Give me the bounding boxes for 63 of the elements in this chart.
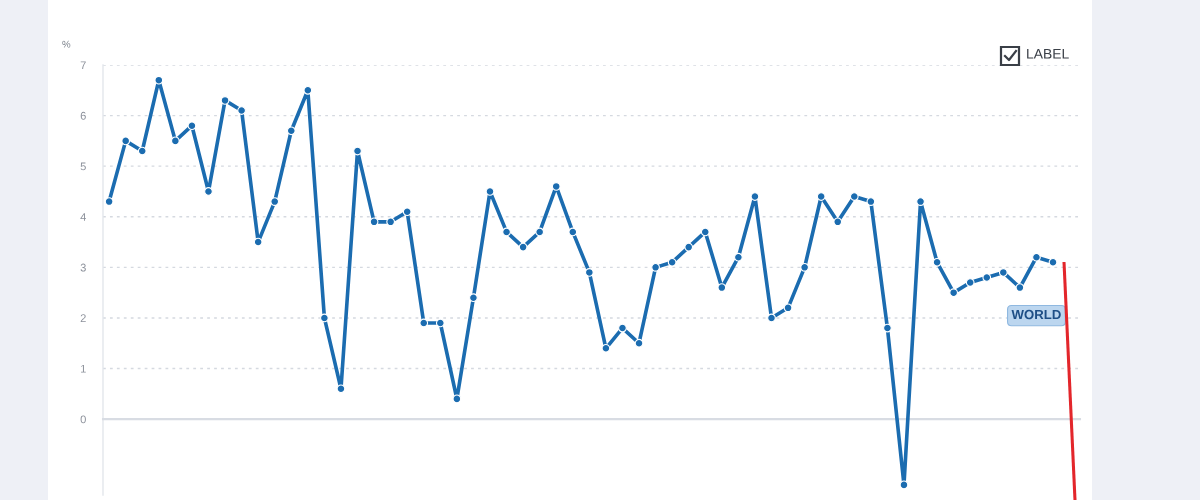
point [783,303,793,313]
point [717,283,727,292]
point [286,126,296,136]
point [303,85,313,95]
point [137,146,147,156]
point [253,237,263,247]
point [535,227,545,237]
point [485,187,495,196]
point [1015,283,1025,292]
point [187,121,197,131]
point [154,75,164,85]
point [883,323,892,333]
point [667,257,677,267]
point [170,136,180,146]
point [965,278,975,287]
y-tick-label: 7 [80,61,86,70]
point [402,207,412,217]
point [684,242,694,252]
point [601,343,611,353]
y-tick-label: 6 [80,111,86,120]
y-tick-label: 5 [80,162,86,171]
point [734,252,743,262]
point [618,323,627,333]
point [419,318,429,328]
y-tick-label: 3 [80,263,86,272]
point [435,318,445,328]
text: LABEL [1027,49,1069,59]
point [121,136,131,146]
point [270,197,280,206]
point [320,313,329,323]
point [336,384,346,394]
point [502,227,511,237]
y-tick-label: 1 [81,364,86,373]
point [866,197,876,206]
y-tick-label: 0 [80,415,86,424]
series-label: WORLD [1011,309,1061,320]
point [998,268,1008,277]
point [750,192,760,201]
point [584,268,594,277]
point [700,227,710,237]
point [452,394,462,404]
point [568,227,578,237]
point [1048,257,1058,267]
y-tick-label: 4 [80,213,87,221]
point [849,192,859,201]
point [651,262,660,272]
point [982,273,992,282]
y-axis-title: % [62,40,71,48]
point [800,262,809,272]
point [469,293,478,303]
point [204,187,213,196]
point [767,313,776,323]
point [816,192,826,201]
point [220,96,230,105]
point [634,338,644,348]
point [353,146,362,156]
point [932,257,942,267]
point [237,106,246,115]
y-tick-label: 2 [80,314,86,322]
point [104,197,114,206]
point [916,197,925,206]
point [899,480,909,490]
point [518,242,528,252]
